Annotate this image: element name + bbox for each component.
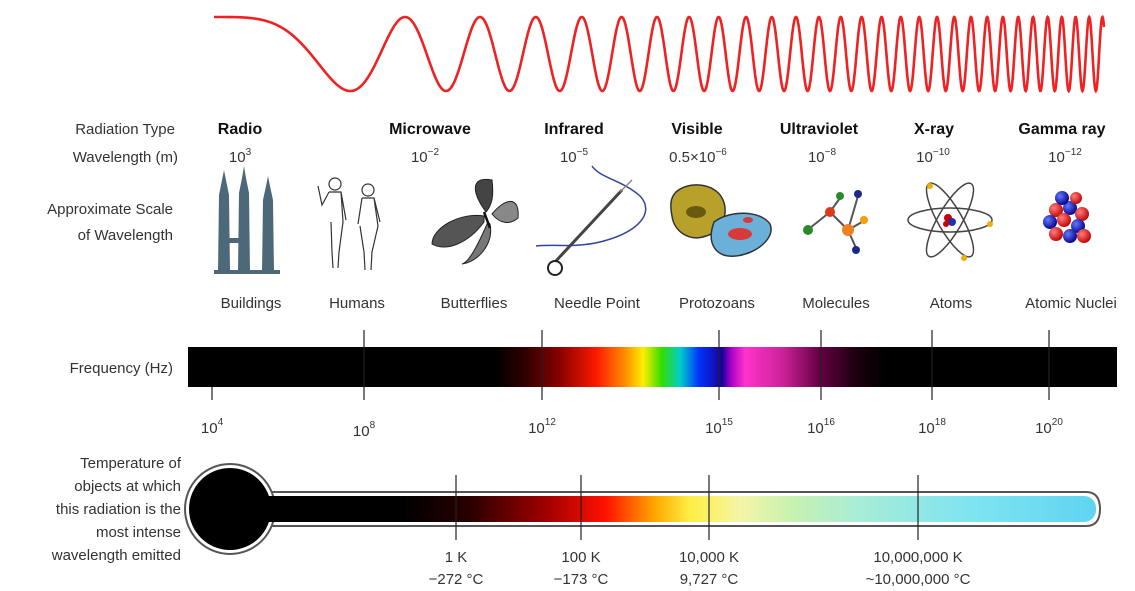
wavelength-value: 103 xyxy=(229,147,252,166)
scale-object-label: Protozoans xyxy=(679,295,755,312)
humans-icon xyxy=(317,177,381,271)
temperature-kelvin: 10,000,000 K xyxy=(873,549,962,566)
wavelength-label: Wavelength (m) xyxy=(73,149,178,166)
radiation-types: Radio 103 Microwave 10−2 Infrared 10−5 V… xyxy=(218,121,1106,166)
temperature-kelvin: 1 K xyxy=(445,549,468,566)
radiation-type-name: Radio xyxy=(218,121,263,138)
buildings-icon xyxy=(214,166,280,274)
temperature-label-line4: most intense xyxy=(96,524,181,541)
needle-icon xyxy=(535,165,647,276)
wavelength-value: 10−12 xyxy=(1048,147,1082,166)
radiation-type-name: Infrared xyxy=(544,121,604,138)
wavelength-value: 0.5×10−6 xyxy=(669,147,727,166)
frequency-tick-label: 1015 xyxy=(705,417,733,437)
frequency-tick-label: 1018 xyxy=(918,417,946,437)
temperature-tick-lines xyxy=(455,475,919,540)
frequency-tick-label: 108 xyxy=(353,420,376,440)
frequency-tick-labels: 104 108 1012 1015 1016 1018 1020 xyxy=(201,417,1063,440)
radiation-type-label: Radiation Type xyxy=(75,121,175,138)
radiation-type-name: X-ray xyxy=(914,121,954,138)
frequency-tick-label: 1012 xyxy=(528,417,556,437)
radiation-type-name: Microwave xyxy=(389,121,471,138)
radiation-type-name: Gamma ray xyxy=(1018,121,1105,138)
atom-icon xyxy=(907,182,993,261)
wavelength-value: 10−2 xyxy=(411,147,440,166)
frequency-label: Frequency (Hz) xyxy=(70,360,173,377)
molecule-icon xyxy=(803,190,868,254)
wavelength-value: 10−8 xyxy=(808,147,837,166)
temperature-thermometer xyxy=(184,463,1102,555)
wavelength-value: 10−10 xyxy=(916,147,950,166)
nucleus-icon xyxy=(1043,191,1091,243)
protozoan-icon xyxy=(670,184,772,257)
scale-label-line1: Approximate Scale xyxy=(47,201,173,218)
row-labels: Radiation Type Wavelength (m) Approximat… xyxy=(47,121,182,564)
scale-object-label: Buildings xyxy=(221,295,282,312)
butterfly-icon xyxy=(431,178,519,265)
temperature-labels: 1 K −272 °C 100 K −173 °C 10,000 K 9,727… xyxy=(429,549,971,588)
scale-object-label: Butterflies xyxy=(441,295,508,312)
radiation-type-name: Ultraviolet xyxy=(780,121,859,138)
temperature-celsius: 9,727 °C xyxy=(680,571,739,588)
frequency-tick-label: 104 xyxy=(201,417,224,437)
temperature-celsius: −272 °C xyxy=(429,571,484,588)
scale-object-label: Atomic Nuclei xyxy=(1025,295,1117,312)
temperature-label-line2: objects at which xyxy=(74,478,181,495)
temperature-celsius: −173 °C xyxy=(554,571,609,588)
radiation-type-name: Visible xyxy=(671,121,722,138)
temperature-kelvin: 10,000 K xyxy=(679,549,739,566)
wavelength-wave-line xyxy=(214,14,1106,94)
temperature-celsius: ~10,000,000 °C xyxy=(866,571,971,588)
frequency-spectrum-bar xyxy=(188,347,1117,387)
scale-label-line2: of Wavelength xyxy=(78,227,173,244)
scale-object-labels: Buildings Humans Butterflies Needle Poin… xyxy=(221,295,1117,312)
scale-object-label: Atoms xyxy=(930,295,973,312)
frequency-tick-lines xyxy=(211,330,1050,400)
scale-object-label: Molecules xyxy=(802,295,870,312)
temperature-label-line1: Temperature of xyxy=(80,455,182,472)
wavelength-value: 10−5 xyxy=(560,147,589,166)
temperature-label-line3: this radiation is the xyxy=(56,501,181,518)
frequency-tick-label: 1020 xyxy=(1035,417,1063,437)
temperature-label-line5: wavelength emitted xyxy=(51,547,181,564)
scale-object-label: Needle Point xyxy=(554,295,641,312)
temperature-kelvin: 100 K xyxy=(561,549,600,566)
scale-object-label: Humans xyxy=(329,295,385,312)
frequency-tick-label: 1016 xyxy=(807,417,835,437)
